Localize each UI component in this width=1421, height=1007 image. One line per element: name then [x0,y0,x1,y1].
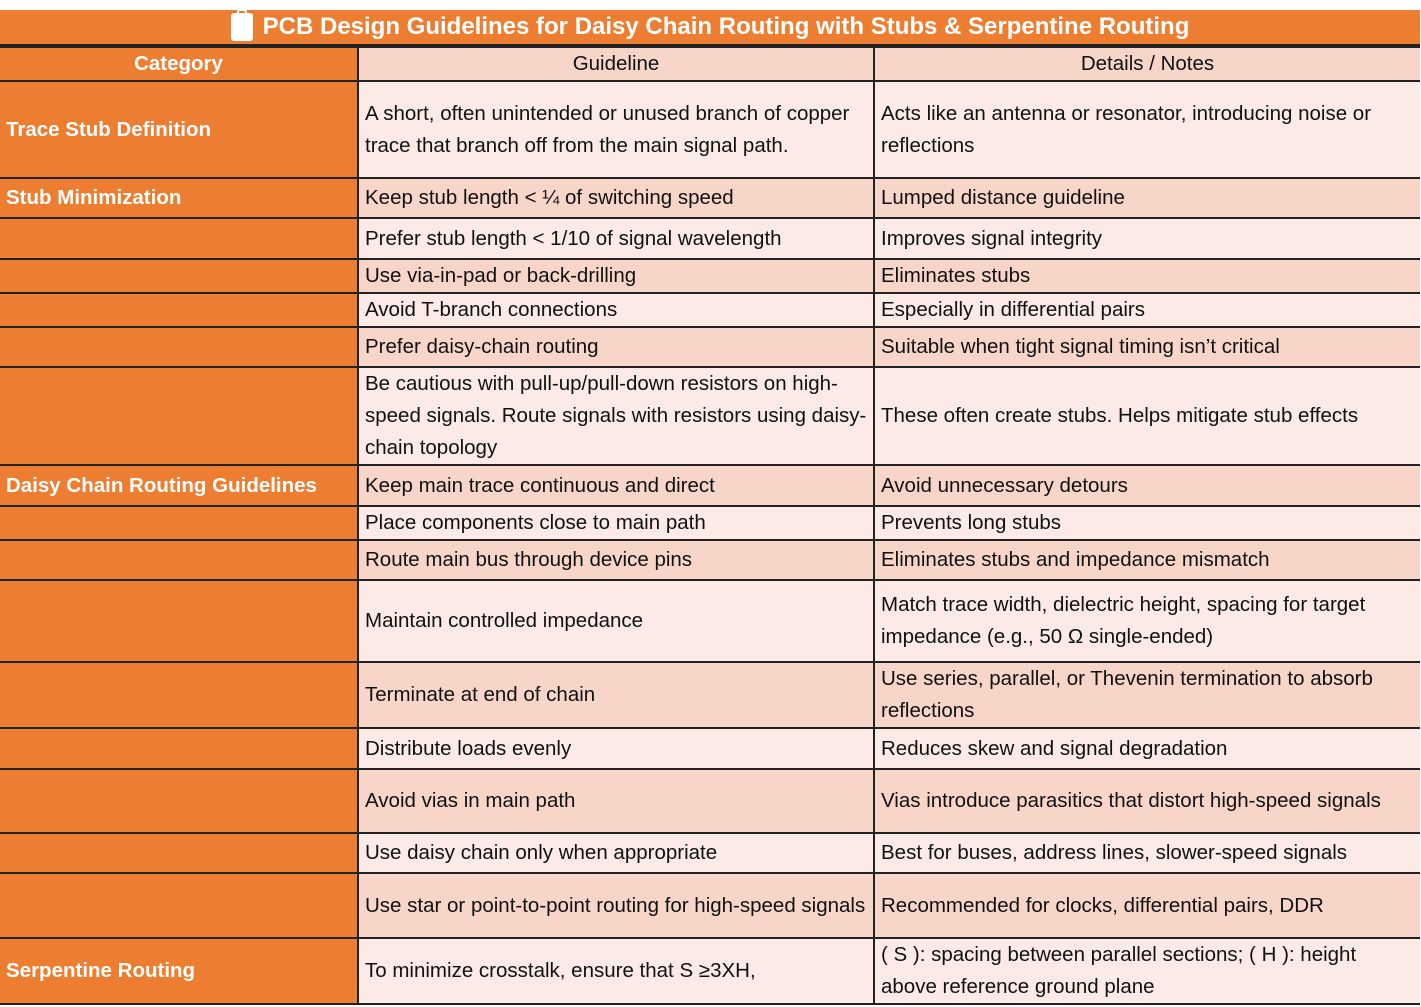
clipboard-icon [230,9,253,41]
row-guideline: Prefer stub length < 1/10 of signal wave… [357,217,875,260]
table-row: Prefer stub length < 1/10 of signal wave… [0,217,1420,260]
row-category [0,258,359,294]
row-guideline: Use star or point-to-point routing for h… [357,872,875,939]
row-guideline: Keep main trace continuous and direct [357,464,875,507]
row-details: Suitable when tight signal timing isn’t … [873,326,1420,368]
table-row: Avoid T-branch connections Especially in … [0,292,1420,328]
row-guideline: Maintain controlled impedance [357,579,875,663]
row-details: Prevents long stubs [873,505,1420,541]
row-category [0,768,359,834]
row-category: Trace Stub Definition [0,80,359,179]
guidelines-table-container: PCB Design Guidelines for Daisy Chain Ro… [0,9,1420,1005]
row-details: Lumped distance guideline [873,177,1420,219]
table-row: Maintain controlled impedance Match trace… [0,579,1420,663]
row-guideline: Terminate at end of chain [357,661,875,729]
row-guideline: Distribute loads evenly [357,727,875,770]
row-category [0,217,359,260]
row-details: Reduces skew and signal degradation [873,727,1420,770]
row-category [0,832,359,874]
row-guideline: Keep stub length < ¼ of switching speed [357,177,875,219]
row-guideline: Use via-in-pad or back-drilling [357,258,875,294]
row-details: These often create stubs. Helps mitigate… [873,366,1420,466]
header-guideline: Guideline [357,46,875,82]
table-row: Be cautious with pull-up/pull-down resis… [0,366,1420,466]
table-row: Serpentine Routing To minimize crosstalk,… [0,937,1420,1005]
row-guideline: A short, often unintended or unused bran… [357,80,875,179]
row-guideline: Route main bus through device pins [357,539,875,581]
table-row: Stub Minimization Keep stub length < ¼ of… [0,177,1420,219]
row-details: Use series, parallel, or Thevenin termin… [873,661,1420,729]
row-guideline: To minimize crosstalk, ensure that S ≥3X… [357,937,875,1005]
row-guideline: Place components close to main path [357,505,875,541]
table-title-bar: PCB Design Guidelines for Daisy Chain Ro… [0,9,1420,46]
row-category [0,366,359,466]
row-guideline: Avoid T-branch connections [357,292,875,328]
row-details: Best for buses, address lines, slower-sp… [873,832,1420,874]
row-details: Acts like an antenna or resonator, intro… [873,80,1420,179]
row-guideline: Be cautious with pull-up/pull-down resis… [357,366,875,466]
table-row: Route main bus through device pins Elimin… [0,539,1420,581]
row-details: Improves signal integrity [873,217,1420,260]
row-category [0,539,359,581]
header-row: Category Guideline Details / Notes [0,46,1420,82]
table-row: Use daisy chain only when appropriate Bes… [0,832,1420,874]
row-category [0,292,359,328]
table-row: Avoid vias in main path Vias introduce pa… [0,768,1420,834]
row-category [0,505,359,541]
row-category: Daisy Chain Routing Guidelines [0,464,359,507]
table-title: PCB Design Guidelines for Daisy Chain Ro… [262,13,1190,40]
table-row: Use star or point-to-point routing for h… [0,872,1420,939]
row-category: Serpentine Routing [0,937,359,1005]
row-details: Match trace width, dielectric height, sp… [873,579,1420,663]
row-details: Eliminates stubs and impedance mismatch [873,539,1420,581]
row-category [0,326,359,368]
table-row: Use via-in-pad or back-drilling Eliminate… [0,258,1420,294]
row-category [0,661,359,729]
row-details: Recommended for clocks, differential pai… [873,872,1420,939]
row-details: Eliminates stubs [873,258,1420,294]
table-row: Daisy Chain Routing Guidelines Keep main … [0,464,1420,507]
row-details: Vias introduce parasitics that distort h… [873,768,1420,834]
row-category: Stub Minimization [0,177,359,219]
guidelines-table: Category Guideline Details / Notes Trace… [0,46,1420,1005]
row-guideline: Avoid vias in main path [357,768,875,834]
row-details: ( S ): spacing between parallel sections… [873,937,1420,1005]
row-category [0,872,359,939]
table-row: Trace Stub Definition A short, often unin… [0,80,1420,179]
row-category [0,727,359,770]
row-details: Avoid unnecessary detours [873,464,1420,507]
row-category [0,579,359,663]
table-row: Place components close to main path Preve… [0,505,1420,541]
table-row: Terminate at end of chain Use series, par… [0,661,1420,729]
row-guideline: Prefer daisy-chain routing [357,326,875,368]
header-details: Details / Notes [873,46,1420,82]
table-row: Prefer daisy-chain routing Suitable when … [0,326,1420,368]
row-details: Especially in differential pairs [873,292,1420,328]
table-row: Distribute loads evenly Reduces skew and … [0,727,1420,770]
header-category: Category [0,46,359,82]
row-guideline: Use daisy chain only when appropriate [357,832,875,874]
